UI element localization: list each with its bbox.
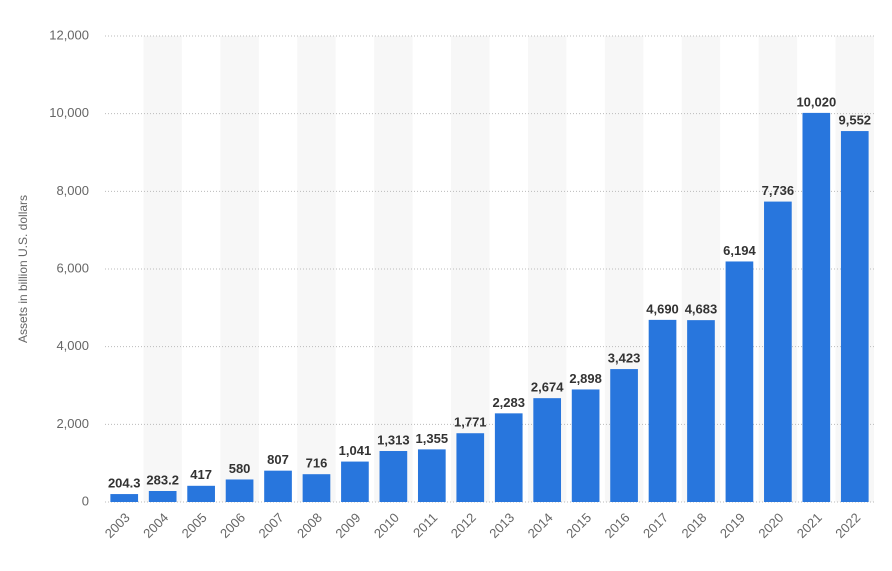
x-tick-label: 2014 bbox=[525, 510, 556, 541]
x-tick-label: 2019 bbox=[717, 510, 748, 541]
y-tick-label: 12,000 bbox=[49, 27, 89, 42]
x-tick-label: 2011 bbox=[410, 510, 440, 540]
x-tick-label: 2007 bbox=[256, 510, 287, 541]
value-label: 4,683 bbox=[685, 302, 718, 317]
bar bbox=[571, 389, 600, 502]
bar bbox=[417, 449, 446, 502]
bar bbox=[840, 131, 869, 502]
value-label: 9,552 bbox=[839, 113, 872, 128]
y-tick-label: 4,000 bbox=[56, 338, 89, 353]
x-tick-label: 2012 bbox=[448, 510, 479, 541]
bar bbox=[110, 494, 139, 502]
bar bbox=[302, 474, 331, 502]
y-axis-label: Assets in billion U.S. dollars bbox=[16, 195, 30, 343]
value-label: 204.3 bbox=[108, 476, 141, 491]
value-label: 2,283 bbox=[492, 395, 525, 410]
x-tick-label: 2017 bbox=[640, 510, 671, 541]
bar bbox=[379, 451, 408, 502]
x-tick-label: 2008 bbox=[294, 510, 325, 541]
value-label: 10,020 bbox=[796, 94, 836, 109]
bar bbox=[264, 470, 292, 502]
value-label: 580 bbox=[229, 461, 251, 476]
value-label: 4,690 bbox=[646, 301, 679, 316]
x-tick-label: 2021 bbox=[794, 510, 825, 541]
y-tick-label: 10,000 bbox=[49, 105, 89, 120]
bar bbox=[187, 485, 215, 502]
value-label: 807 bbox=[267, 452, 289, 467]
value-label: 1,041 bbox=[339, 443, 372, 458]
bar bbox=[341, 461, 369, 502]
bar bbox=[610, 369, 638, 502]
value-label: 2,674 bbox=[531, 380, 564, 395]
x-tick-label: 2022 bbox=[832, 510, 863, 541]
y-tick-label: 2,000 bbox=[56, 416, 89, 431]
x-tick-label: 2016 bbox=[602, 510, 633, 541]
y-tick-label: 0 bbox=[82, 493, 89, 508]
y-tick-label: 8,000 bbox=[56, 183, 89, 198]
bar bbox=[494, 413, 523, 502]
x-tick-label: 2020 bbox=[755, 510, 786, 541]
value-label: 283.2 bbox=[146, 472, 179, 487]
value-label: 1,313 bbox=[377, 432, 410, 447]
band-stripe bbox=[220, 36, 259, 502]
bar bbox=[148, 491, 177, 502]
value-label: 7,736 bbox=[762, 183, 795, 198]
x-tick-label: 2005 bbox=[179, 510, 210, 541]
x-tick-label: 2013 bbox=[486, 510, 517, 541]
y-tick-label: 6,000 bbox=[56, 260, 89, 275]
bar bbox=[764, 201, 792, 502]
value-label: 417 bbox=[190, 467, 212, 482]
bar bbox=[225, 479, 254, 502]
bar bbox=[687, 320, 715, 502]
x-tick-label: 2003 bbox=[102, 510, 133, 541]
x-tick-label: 2004 bbox=[140, 510, 171, 541]
bar bbox=[725, 261, 754, 502]
x-tick-label: 2009 bbox=[332, 510, 363, 541]
value-label: 1,355 bbox=[416, 431, 449, 446]
bar bbox=[533, 398, 562, 502]
value-label: 1,771 bbox=[454, 415, 487, 430]
value-label: 2,898 bbox=[569, 371, 602, 386]
x-tick-label: 2018 bbox=[678, 510, 709, 541]
x-tick-label: 2010 bbox=[371, 510, 402, 541]
bar bbox=[648, 319, 677, 502]
value-label: 6,194 bbox=[723, 243, 756, 258]
value-label: 3,423 bbox=[608, 351, 641, 366]
x-tick-label: 2015 bbox=[563, 510, 594, 541]
bar bbox=[802, 112, 831, 502]
value-label: 716 bbox=[306, 456, 328, 471]
x-tick-label: 2006 bbox=[217, 510, 248, 541]
bar bbox=[456, 433, 485, 502]
